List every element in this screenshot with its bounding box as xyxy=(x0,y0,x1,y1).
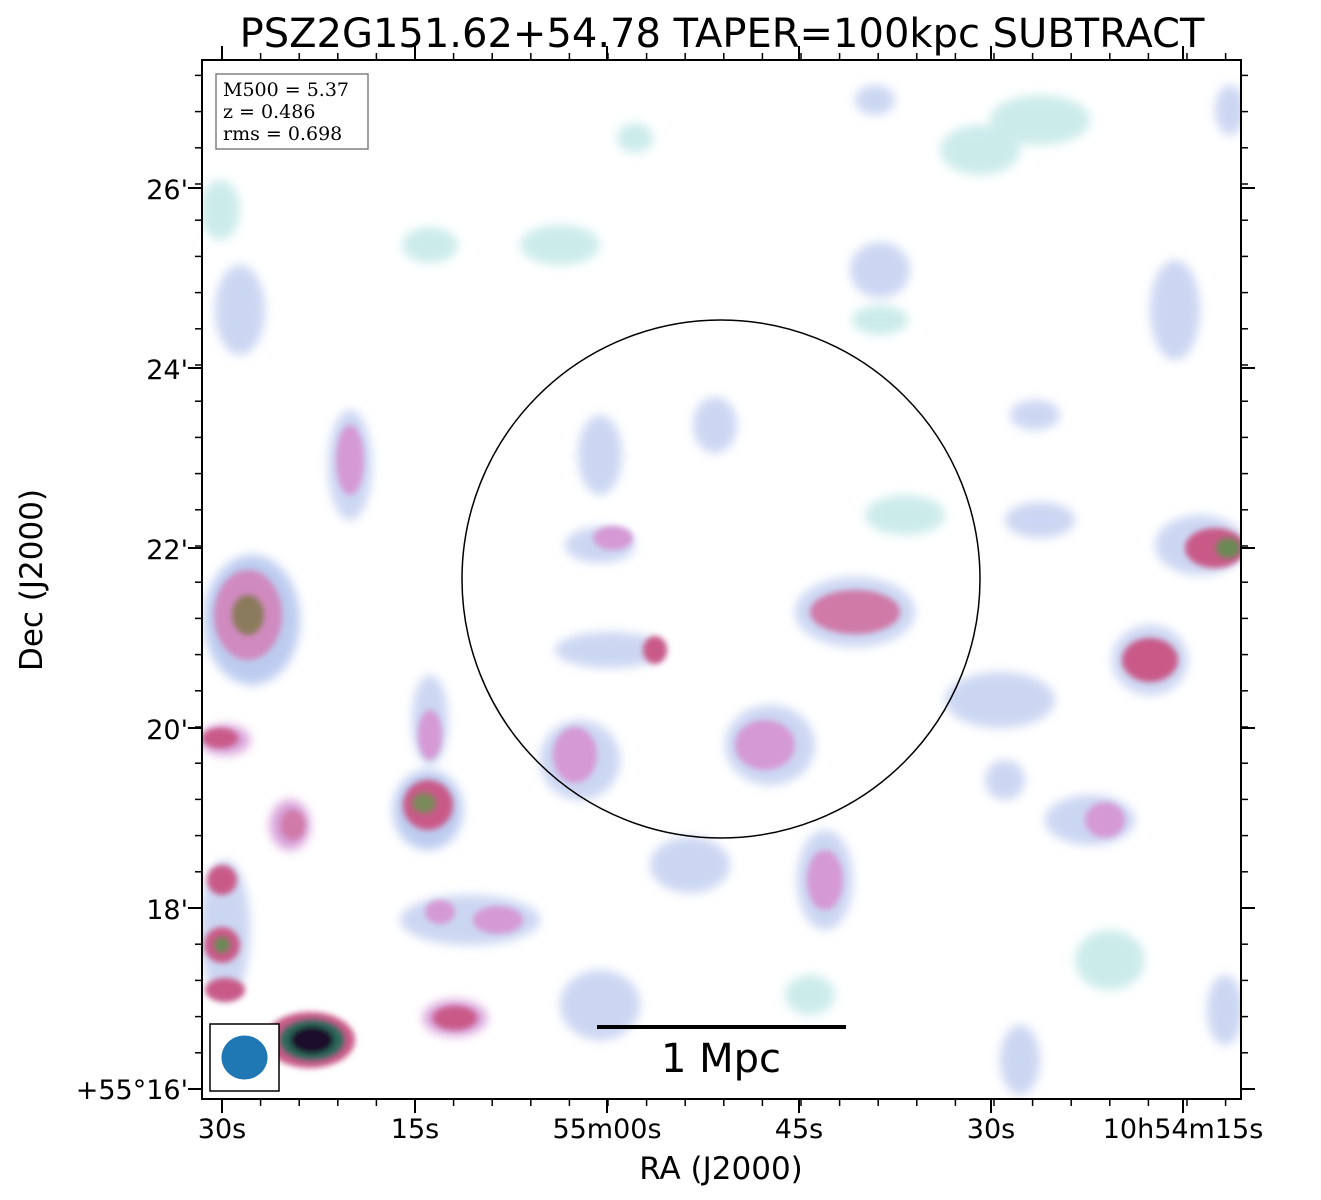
source-body xyxy=(336,425,364,495)
source-body xyxy=(205,978,245,1002)
chart-title: PSZ2G151.62+54.78 TAPER=100kpc SUBTRACT xyxy=(240,11,1205,57)
axis-ticks xyxy=(188,46,1255,1113)
source-halo xyxy=(202,180,240,240)
source-body xyxy=(202,728,238,748)
source-halo xyxy=(555,632,665,668)
y-axis: +55°16' 18' 20' 22' 24' 26' Dec (J2000) xyxy=(14,175,188,1106)
source-body xyxy=(1185,528,1241,568)
source-body xyxy=(281,810,305,840)
x-tick-label: 10h54m15s xyxy=(1103,1114,1264,1145)
source-body xyxy=(207,865,237,895)
emission-cores xyxy=(214,538,1240,1060)
source-body xyxy=(433,1006,477,1030)
source-halo xyxy=(785,975,835,1015)
source-core xyxy=(1216,538,1240,558)
scale-bar: 1 Mpc xyxy=(597,1025,846,1082)
source-core xyxy=(214,937,230,953)
y-tick-label: +55°16' xyxy=(76,1075,188,1106)
source-halo xyxy=(1215,85,1241,135)
source-halo xyxy=(693,397,737,453)
plot-frame xyxy=(201,59,1242,1100)
info-rms: rms = 0.698 xyxy=(223,123,342,145)
source-halo xyxy=(945,672,1055,728)
beam-ellipse xyxy=(221,1035,268,1080)
scale-bar-label: 1 Mpc xyxy=(661,1036,781,1082)
x-tick-label: 30s xyxy=(967,1114,1015,1145)
source-body xyxy=(1122,638,1178,682)
source-halo xyxy=(855,85,895,115)
y-tick-label: 24' xyxy=(146,355,188,386)
y-tick-label: 18' xyxy=(146,895,188,926)
info-box-frame xyxy=(215,73,369,150)
source-halo xyxy=(850,242,910,298)
x-axis: 30s 15s 55m00s 45s 30s 10h54m15s RA (J20… xyxy=(198,1114,1264,1187)
source-core xyxy=(232,595,264,635)
x-axis-label: RA (J2000) xyxy=(639,1151,803,1187)
x-tick-label: 55m00s xyxy=(552,1114,661,1145)
source-halo xyxy=(865,495,945,535)
source-halo xyxy=(617,123,653,153)
info-box: M500 = 5.37 z = 0.486 rms = 0.698 xyxy=(215,73,369,150)
source-halo xyxy=(1005,502,1075,538)
source-halo xyxy=(215,265,265,355)
source-body xyxy=(553,727,597,783)
emission-map xyxy=(202,85,1241,1095)
source-halo xyxy=(650,837,730,893)
source-halo xyxy=(578,415,622,495)
y-tick-label: 26' xyxy=(146,175,188,206)
beam-indicator xyxy=(209,1023,280,1092)
source-body xyxy=(593,526,633,550)
plot-area: M500 = 5.37 z = 0.486 rms = 0.698 1 Mpc xyxy=(201,59,1242,1100)
source-body xyxy=(807,850,843,910)
source-halo xyxy=(990,95,1090,145)
source-halo xyxy=(940,125,1020,175)
plot-background xyxy=(202,60,1241,1099)
source-halo xyxy=(852,305,908,335)
x-tick-label: 30s xyxy=(198,1114,246,1145)
info-mass: M500 = 5.37 xyxy=(223,79,349,101)
source-halo xyxy=(1075,930,1145,990)
source-halo xyxy=(985,760,1025,800)
source-body xyxy=(643,636,667,664)
y-axis-label: Dec (J2000) xyxy=(14,489,50,671)
source-body xyxy=(418,710,442,760)
info-redshift: z = 0.486 xyxy=(223,101,315,123)
source-core xyxy=(412,793,436,813)
source-body xyxy=(810,590,900,634)
source-halo xyxy=(520,225,600,265)
source-halo xyxy=(1207,975,1241,1045)
x-tick-label: 45s xyxy=(775,1114,823,1145)
source-body xyxy=(1085,802,1125,838)
source-halo xyxy=(1150,260,1200,360)
source-body xyxy=(735,720,795,770)
source-halo xyxy=(402,227,458,263)
source-halo xyxy=(1000,1025,1040,1095)
y-tick-label: 22' xyxy=(146,535,188,566)
y-tick-label: 20' xyxy=(146,715,188,746)
source-halo xyxy=(560,970,640,1040)
source-body xyxy=(473,906,523,934)
x-tick-label: 15s xyxy=(391,1114,439,1145)
source-halo xyxy=(1010,400,1060,430)
source-body xyxy=(425,900,455,924)
r500-circle xyxy=(461,319,981,839)
source-peak xyxy=(290,1026,334,1054)
